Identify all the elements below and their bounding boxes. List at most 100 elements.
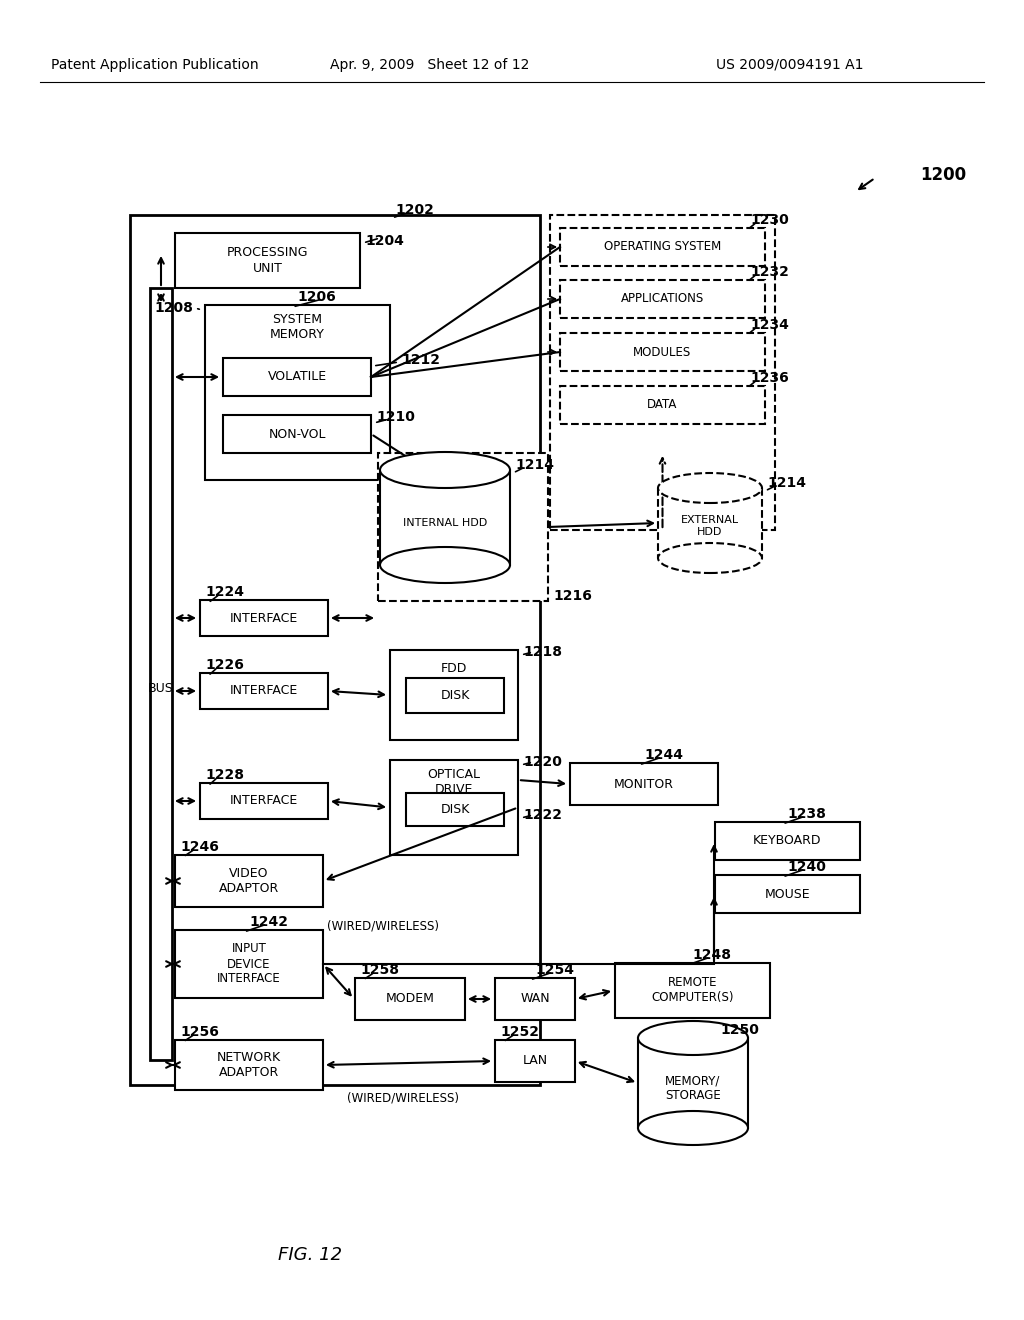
Text: US 2009/0094191 A1: US 2009/0094191 A1 <box>716 58 864 73</box>
Text: NON-VOL: NON-VOL <box>268 428 326 441</box>
Text: 1252: 1252 <box>500 1026 539 1039</box>
Text: 1236: 1236 <box>750 371 788 385</box>
Text: MEMORY/
STORAGE: MEMORY/ STORAGE <box>666 1074 721 1102</box>
Text: 1208: 1208 <box>155 301 193 315</box>
Text: BUS: BUS <box>148 681 174 694</box>
Bar <box>378 453 548 601</box>
Bar <box>390 760 518 855</box>
Text: 1240: 1240 <box>787 861 826 874</box>
Ellipse shape <box>380 546 510 583</box>
Bar <box>355 978 465 1020</box>
Text: 1216: 1216 <box>553 589 592 603</box>
Bar <box>130 215 540 1085</box>
Text: INPUT
DEVICE
INTERFACE: INPUT DEVICE INTERFACE <box>217 942 281 986</box>
Text: 1230: 1230 <box>750 213 788 227</box>
Text: OPERATING SYSTEM: OPERATING SYSTEM <box>604 240 721 253</box>
Polygon shape <box>380 470 510 565</box>
Ellipse shape <box>658 543 762 573</box>
Bar <box>175 1040 323 1090</box>
Text: KEYBOARD: KEYBOARD <box>754 834 821 847</box>
Text: 1206: 1206 <box>298 290 336 304</box>
Text: FDD: FDD <box>440 661 467 675</box>
Text: DATA: DATA <box>647 399 678 412</box>
Text: SYSTEM
MEMORY: SYSTEM MEMORY <box>270 313 325 341</box>
Text: VIDEO
ADAPTOR: VIDEO ADAPTOR <box>219 867 280 895</box>
Bar <box>200 783 328 818</box>
Text: (WIRED/WIRELESS): (WIRED/WIRELESS) <box>347 1092 459 1105</box>
Bar <box>550 215 775 531</box>
Text: 1204: 1204 <box>365 234 403 248</box>
Text: DISK: DISK <box>440 689 470 702</box>
Text: 1242: 1242 <box>249 915 288 929</box>
Bar <box>223 414 371 453</box>
Text: FIG. 12: FIG. 12 <box>278 1246 342 1265</box>
Bar <box>715 875 860 913</box>
Bar <box>200 673 328 709</box>
Text: (WIRED/WIRELESS): (WIRED/WIRELESS) <box>327 920 439 932</box>
Text: INTERFACE: INTERFACE <box>229 685 298 697</box>
Text: 1214: 1214 <box>515 458 554 473</box>
Bar <box>406 678 504 713</box>
Bar <box>715 822 860 861</box>
Text: OPTICAL
DRIVE: OPTICAL DRIVE <box>427 768 480 796</box>
Bar <box>175 931 323 998</box>
Ellipse shape <box>638 1111 748 1144</box>
Bar <box>560 280 765 318</box>
Bar <box>560 333 765 371</box>
Text: 1234: 1234 <box>750 318 788 333</box>
Bar <box>570 763 718 805</box>
Text: NETWORK
ADAPTOR: NETWORK ADAPTOR <box>217 1051 281 1078</box>
Text: 1244: 1244 <box>644 748 683 762</box>
Polygon shape <box>638 1038 748 1129</box>
Text: APPLICATIONS: APPLICATIONS <box>621 293 705 305</box>
Ellipse shape <box>638 1020 748 1055</box>
Text: Patent Application Publication: Patent Application Publication <box>51 58 259 73</box>
Text: 1228: 1228 <box>205 768 244 781</box>
Bar <box>205 305 390 480</box>
Text: EXTERNAL
HDD: EXTERNAL HDD <box>681 515 739 537</box>
Text: 1212: 1212 <box>401 352 440 367</box>
Bar <box>615 964 770 1018</box>
Text: MOUSE: MOUSE <box>765 887 810 900</box>
Text: 1258: 1258 <box>360 964 399 977</box>
Text: 1256: 1256 <box>180 1026 219 1039</box>
Bar <box>150 288 172 1060</box>
Text: INTERFACE: INTERFACE <box>229 611 298 624</box>
Text: 1222: 1222 <box>523 808 562 822</box>
Text: LAN: LAN <box>522 1055 548 1068</box>
Bar <box>406 793 504 826</box>
Bar <box>200 601 328 636</box>
Text: REMOTE
COMPUTER(S): REMOTE COMPUTER(S) <box>651 977 734 1005</box>
Text: DISK: DISK <box>440 803 470 816</box>
Text: MONITOR: MONITOR <box>614 777 674 791</box>
Text: PROCESSING
UNIT: PROCESSING UNIT <box>226 247 308 275</box>
Ellipse shape <box>380 451 510 488</box>
Text: MODULES: MODULES <box>634 346 691 359</box>
Text: 1254: 1254 <box>535 964 574 977</box>
Bar <box>560 385 765 424</box>
Text: 1250: 1250 <box>721 1023 760 1038</box>
Text: INTERFACE: INTERFACE <box>229 795 298 808</box>
Text: 1246: 1246 <box>180 840 219 854</box>
Bar <box>495 1040 575 1082</box>
Text: 1218: 1218 <box>523 645 562 659</box>
Text: 1248: 1248 <box>692 948 731 962</box>
Ellipse shape <box>658 473 762 503</box>
Text: 1238: 1238 <box>787 807 826 821</box>
Text: 1224: 1224 <box>205 585 244 599</box>
Text: Apr. 9, 2009   Sheet 12 of 12: Apr. 9, 2009 Sheet 12 of 12 <box>331 58 529 73</box>
Text: VOLATILE: VOLATILE <box>267 371 327 384</box>
Bar <box>175 234 360 288</box>
Text: 1226: 1226 <box>205 657 244 672</box>
Bar <box>175 855 323 907</box>
Text: 1220: 1220 <box>523 755 562 770</box>
Polygon shape <box>658 488 762 558</box>
Text: 1210: 1210 <box>376 411 415 424</box>
Text: 1202: 1202 <box>395 203 434 216</box>
Text: 1200: 1200 <box>920 166 966 183</box>
Text: WAN: WAN <box>520 993 550 1006</box>
Text: MODEM: MODEM <box>386 993 434 1006</box>
Bar <box>560 228 765 267</box>
Text: 1214: 1214 <box>767 477 806 490</box>
Bar <box>495 978 575 1020</box>
